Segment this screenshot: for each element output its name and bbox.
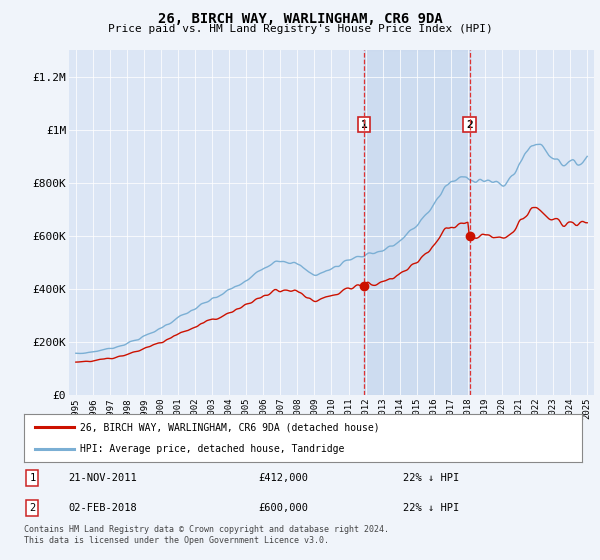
Text: 22% ↓ HPI: 22% ↓ HPI xyxy=(403,473,460,483)
Bar xyxy=(364,50,470,395)
Text: Contains HM Land Registry data © Crown copyright and database right 2024.
This d: Contains HM Land Registry data © Crown c… xyxy=(24,525,389,545)
Text: 1: 1 xyxy=(29,473,35,483)
Text: 26, BIRCH WAY, WARLINGHAM, CR6 9DA: 26, BIRCH WAY, WARLINGHAM, CR6 9DA xyxy=(158,12,442,26)
Text: 2: 2 xyxy=(29,503,35,513)
Text: HPI: Average price, detached house, Tandridge: HPI: Average price, detached house, Tand… xyxy=(80,444,344,454)
Text: 26, BIRCH WAY, WARLINGHAM, CR6 9DA (detached house): 26, BIRCH WAY, WARLINGHAM, CR6 9DA (deta… xyxy=(80,422,379,432)
Text: £600,000: £600,000 xyxy=(259,503,308,513)
Text: Price paid vs. HM Land Registry's House Price Index (HPI): Price paid vs. HM Land Registry's House … xyxy=(107,24,493,34)
Text: 1: 1 xyxy=(361,120,367,129)
Text: 2: 2 xyxy=(466,120,473,129)
Text: 02-FEB-2018: 02-FEB-2018 xyxy=(68,503,137,513)
Text: 21-NOV-2011: 21-NOV-2011 xyxy=(68,473,137,483)
Text: £412,000: £412,000 xyxy=(259,473,308,483)
Text: 22% ↓ HPI: 22% ↓ HPI xyxy=(403,503,460,513)
